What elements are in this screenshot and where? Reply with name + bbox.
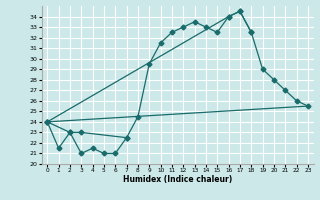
X-axis label: Humidex (Indice chaleur): Humidex (Indice chaleur) bbox=[123, 175, 232, 184]
